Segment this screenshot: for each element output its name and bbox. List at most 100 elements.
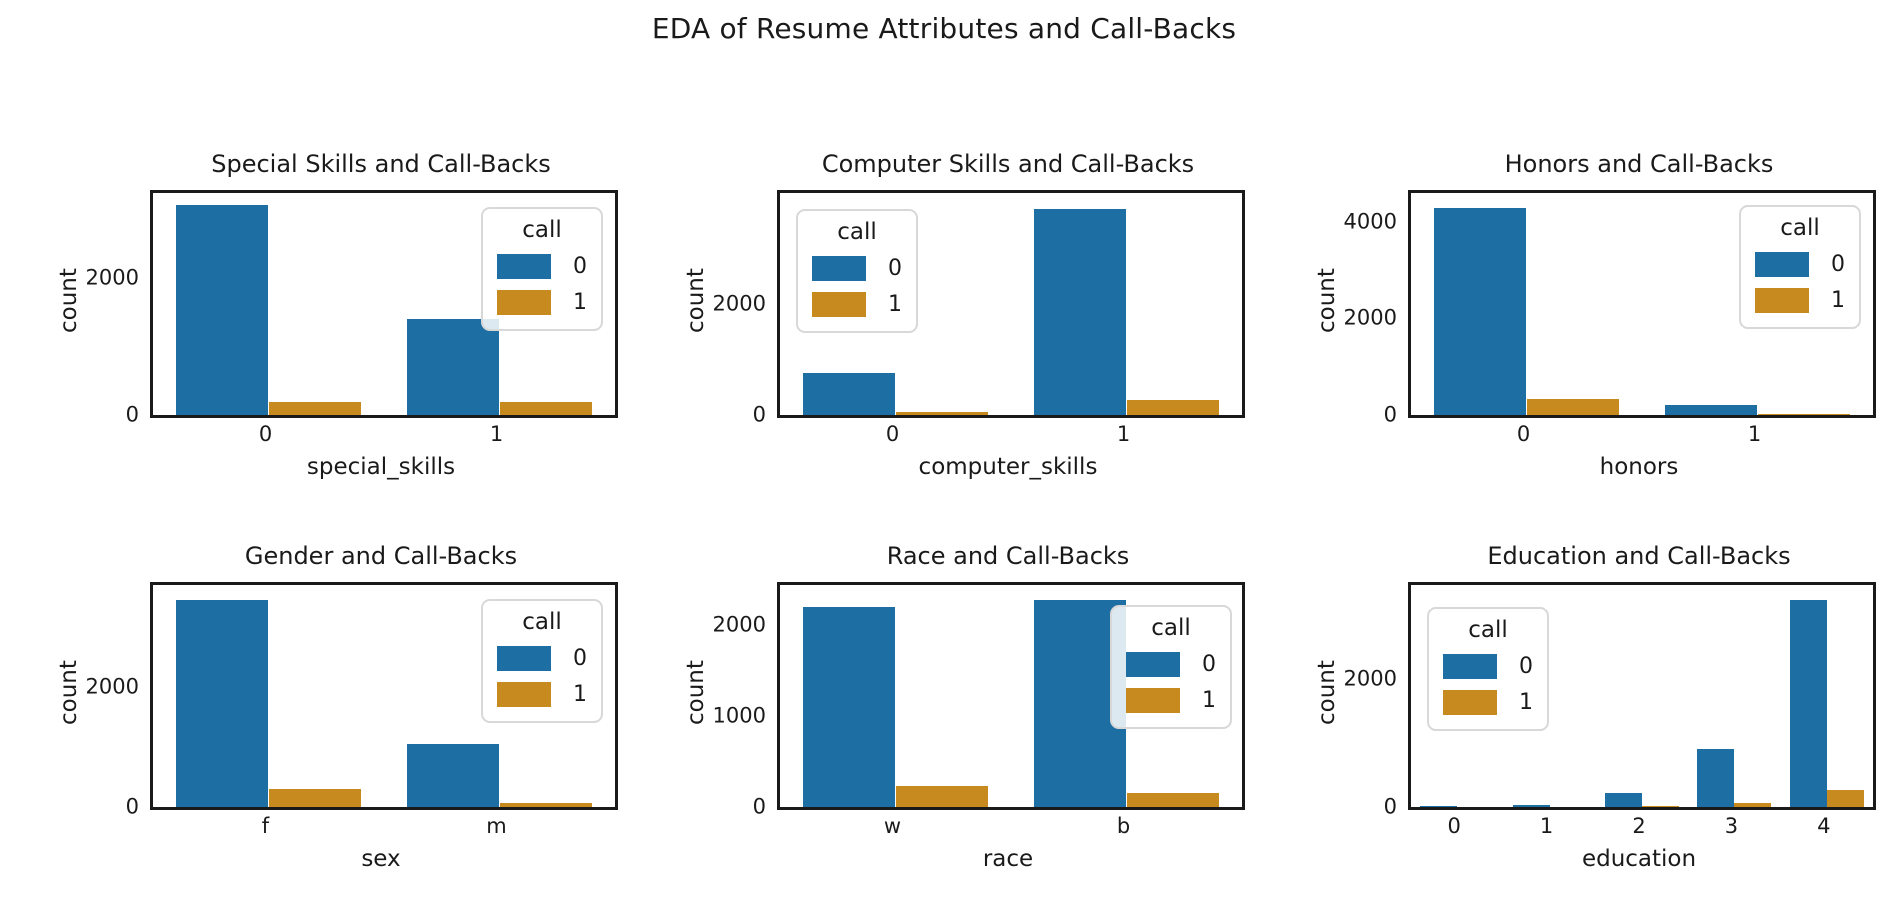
y-tick-label: 2000 [712, 612, 766, 637]
legend-entry-label: 1 [1519, 689, 1533, 715]
y-tick-label: 4000 [1343, 209, 1397, 234]
bar-honors-1-call0 [1665, 405, 1758, 415]
legend-entry: 0 [1443, 653, 1533, 680]
plot-area: 0 2000 call 0 1 [713, 190, 1245, 425]
y-axis-label: count [1314, 660, 1340, 726]
plot-area: 0 2000 call 0 1 [1344, 582, 1876, 817]
legend-swatch-call0 [1126, 652, 1180, 678]
x-tick-label: 0 [1516, 422, 1531, 446]
x-tick-label: 1 [1116, 422, 1131, 446]
bar-honors-0-call1 [1526, 399, 1619, 415]
legend-entry-label: 0 [1202, 651, 1216, 677]
legend-entry: 1 [497, 289, 587, 316]
legend-swatch-call0 [1755, 252, 1809, 278]
bar-special_skills-1-call0 [407, 319, 500, 415]
legend-entry-label: 1 [573, 681, 587, 707]
y-tick-label: 2000 [85, 265, 139, 290]
x-tick-label: f [261, 814, 270, 838]
x-axis-label: computer_skills [918, 454, 1098, 480]
legend-entry-label: 0 [888, 255, 902, 281]
subplot-education: Education and Call-Backs count 0 2000 call 0 1… [1314, 542, 1876, 872]
bar-education-2-call0 [1605, 793, 1642, 807]
legend-title: call [1151, 615, 1191, 641]
bar-computer_skills-0-call0 [803, 372, 896, 415]
bar-education-1-call0 [1512, 805, 1550, 807]
legend-entry: 1 [812, 291, 902, 318]
y-axis-label: count [1314, 268, 1340, 334]
bar-honors-0-call0 [1434, 208, 1527, 415]
legend-swatch-call1 [812, 292, 866, 318]
legend-swatch-call1 [1755, 288, 1809, 314]
y-axis-label: count [683, 660, 709, 726]
y-tick-label: 2000 [85, 674, 139, 699]
x-tick-label: 3 [1724, 814, 1739, 838]
legend-entry-label: 0 [573, 253, 587, 279]
legend: call 0 1 [481, 599, 603, 724]
subplot-title: Education and Call-Backs [1487, 542, 1791, 570]
legend-entry-label: 1 [573, 289, 587, 315]
legend-title: call [522, 217, 562, 243]
legend-entry-label: 1 [1202, 687, 1216, 713]
bar-race-w-call0 [803, 606, 896, 807]
plot-area: 0 2000 4000 call 0 1 [1344, 190, 1876, 425]
bar-sex-m-call1 [499, 803, 592, 807]
legend-entry-label: 1 [888, 291, 902, 317]
legend-entry: 0 [1126, 651, 1216, 678]
bar-education-4-call1 [1826, 790, 1864, 807]
y-axis-label: count [56, 268, 82, 334]
bar-education-3-call0 [1697, 749, 1735, 807]
y-tick-label: 0 [125, 794, 139, 819]
bar-special_skills-1-call1 [499, 401, 592, 415]
bar-race-b-call1 [1126, 792, 1219, 807]
legend-entry: 1 [1755, 287, 1845, 314]
legend-swatch-call0 [1443, 654, 1497, 680]
x-tick-label: 4 [1817, 814, 1831, 838]
x-tick-label: 1 [1539, 814, 1554, 838]
legend: call 0 1 [481, 207, 603, 332]
y-axis-label: count [56, 660, 82, 726]
subplot-title: Honors and Call-Backs [1504, 150, 1774, 178]
legend-title: call [1468, 617, 1508, 643]
subplot-sex: Gender and Call-Backs count 0 2000 call 0 1 f m s… [56, 542, 618, 872]
bar-special_skills-0-call0 [176, 204, 269, 415]
legend-swatch-call0 [812, 256, 866, 282]
legend: call 0 1 [1427, 607, 1549, 732]
subplot-computer_skills: Computer Skills and Call-Backs count 0 2000… [683, 150, 1245, 480]
y-tick-label: 2000 [712, 291, 766, 316]
legend-entry-label: 0 [1519, 653, 1533, 679]
bar-education-4-call0 [1789, 600, 1827, 807]
legend-swatch-call1 [497, 290, 551, 316]
plot-area: 0 1000 2000 call 0 1 [713, 582, 1245, 817]
plot-area: 0 2000 call 0 1 [86, 582, 618, 817]
bar-sex-f-call0 [176, 600, 269, 807]
y-tick-label: 0 [125, 402, 139, 427]
legend: call 0 1 [796, 209, 918, 334]
x-tick-label: 1 [489, 422, 504, 446]
bar-race-w-call1 [895, 785, 988, 807]
subplot-honors: Honors and Call-Backs count 0 2000 4000 call 0… [1314, 150, 1876, 480]
subplot-title: Gender and Call-Backs [244, 542, 518, 570]
y-tick-label: 0 [752, 402, 766, 427]
subplot-special_skills: Special Skills and Call-Backs count 0 2000 c… [56, 150, 618, 480]
x-tick-label: 2 [1632, 814, 1646, 838]
legend-entry: 0 [497, 253, 587, 280]
x-tick-label: 0 [258, 422, 273, 446]
legend-entry-label: 0 [1831, 251, 1845, 277]
x-axis-label: sex [361, 846, 401, 872]
legend-entry: 1 [1443, 689, 1533, 716]
legend-title: call [522, 609, 562, 635]
y-tick-label: 0 [752, 794, 766, 819]
legend-swatch-call1 [1443, 690, 1497, 716]
y-tick-label: 0 [1383, 794, 1397, 819]
legend-entry: 1 [1126, 687, 1216, 714]
figure-title: EDA of Resume Attributes and Call-Backs [651, 12, 1237, 45]
legend-entry-label: 1 [1831, 287, 1845, 313]
legend-entry: 0 [497, 646, 587, 672]
x-tick-label: b [1116, 814, 1131, 838]
x-tick-label: 0 [885, 422, 900, 446]
bar-computer_skills-1-call1 [1126, 399, 1219, 415]
bar-sex-m-call0 [407, 744, 500, 807]
x-tick-label: 0 [1447, 814, 1461, 838]
legend-swatch-call0 [497, 646, 551, 672]
